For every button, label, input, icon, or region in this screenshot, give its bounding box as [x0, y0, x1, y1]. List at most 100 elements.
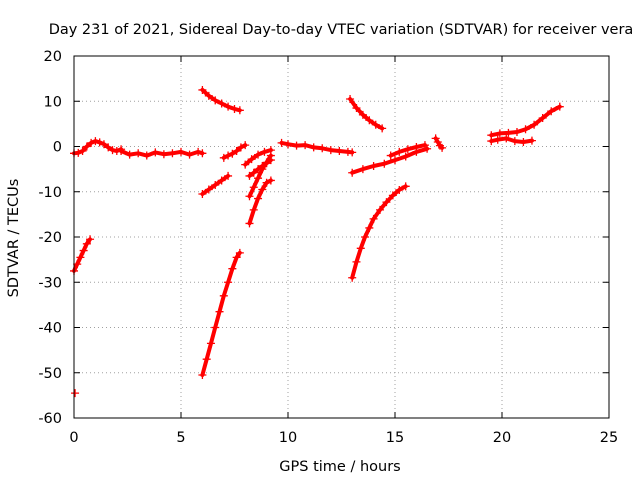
- grid: [74, 56, 609, 418]
- data-point: [352, 104, 361, 113]
- data-point: [318, 144, 327, 153]
- y-tick-label: 0: [53, 140, 62, 156]
- data-point: [348, 273, 357, 282]
- data-point: [277, 138, 286, 147]
- y-tick-label: -50: [38, 366, 62, 382]
- data-point: [356, 244, 365, 253]
- data-point: [519, 137, 528, 146]
- data-point: [521, 125, 530, 134]
- data-point: [74, 148, 83, 157]
- data-point: [95, 138, 104, 147]
- data-point: [262, 159, 271, 168]
- data-point: [358, 165, 367, 174]
- y-tick-label: 20: [44, 49, 62, 65]
- data-point: [194, 147, 203, 156]
- axis-ticks: 0 5 10 15 20 25 -60 -50 -40 -30 -20 -10 0 10 20: [38, 49, 618, 446]
- data-point: [228, 264, 237, 273]
- data-point: [168, 149, 177, 158]
- data-point: [555, 102, 564, 111]
- data-point: [108, 146, 117, 155]
- y-tick-label: -30: [38, 275, 62, 291]
- y-tick-label: -20: [38, 230, 62, 246]
- data-point: [177, 147, 185, 156]
- data-point: [71, 389, 80, 398]
- data-point: [198, 149, 207, 158]
- data-point: [510, 137, 519, 146]
- data-point: [258, 161, 267, 170]
- series-arcs-8h-c: [245, 156, 275, 180]
- series-arc-6h-short: [198, 171, 233, 199]
- series-arcs-8h-a: [245, 176, 275, 228]
- data-point: [369, 161, 378, 170]
- data-point: [371, 120, 380, 129]
- data-point: [159, 150, 168, 159]
- data-point: [412, 142, 421, 151]
- data-point: [211, 96, 220, 105]
- data-point: [249, 183, 258, 192]
- series-baseline-c: [277, 138, 357, 157]
- data-point: [185, 150, 194, 159]
- data-point: [547, 107, 556, 116]
- data-point: [241, 160, 250, 169]
- data-point: [401, 152, 410, 161]
- data-point: [352, 257, 361, 266]
- data-point: [228, 149, 237, 158]
- data-point: [230, 104, 239, 113]
- data-point: [202, 355, 211, 364]
- x-tick-label: 0: [69, 430, 78, 446]
- data-point: [301, 141, 310, 150]
- data-point: [493, 135, 502, 144]
- data-point: [249, 205, 258, 214]
- data-point: [151, 148, 160, 157]
- series-rise-20h: [487, 102, 564, 140]
- data-point: [142, 151, 151, 160]
- data-point: [76, 253, 85, 262]
- data-point: [215, 307, 224, 316]
- data-point: [401, 182, 410, 191]
- series-arc-6h-long: [198, 248, 244, 380]
- data-point: [247, 155, 256, 164]
- data-point: [198, 371, 207, 380]
- data-point: [292, 141, 301, 150]
- data-point: [245, 192, 254, 201]
- y-tick-label: -60: [38, 411, 62, 427]
- x-tick-label: 15: [386, 430, 404, 446]
- data-point: [512, 128, 521, 137]
- series-rise-15h: [386, 141, 429, 160]
- y-tick-label: 10: [44, 94, 62, 110]
- data-point: [348, 148, 357, 157]
- data-point: [217, 99, 226, 108]
- data-point: [117, 147, 126, 156]
- series-trace: [279, 140, 355, 155]
- data-point: [346, 94, 355, 103]
- data-point: [369, 214, 378, 223]
- data-point: [254, 174, 263, 183]
- y-tick-label: -40: [38, 321, 62, 337]
- data-point: [87, 138, 96, 147]
- data-point: [388, 191, 397, 200]
- data-point: [358, 110, 367, 119]
- x-tick-label: 5: [176, 430, 185, 446]
- data-point: [335, 147, 344, 156]
- data-point: [376, 205, 385, 214]
- data-point: [78, 147, 87, 156]
- data-point: [262, 178, 271, 187]
- data-point: [99, 140, 108, 149]
- data-point: [438, 143, 447, 152]
- data-point: [504, 128, 513, 137]
- series-descent-6h: [198, 85, 244, 115]
- data-point: [204, 185, 213, 194]
- data-point: [217, 176, 226, 185]
- data-point: [206, 339, 215, 348]
- series-arcs-8h-d: [241, 146, 275, 169]
- data-point: [395, 147, 404, 156]
- series-trace: [200, 250, 242, 377]
- data-point: [530, 120, 539, 129]
- data-point: [266, 176, 275, 185]
- data-point: [198, 190, 207, 199]
- data-point: [361, 233, 370, 241]
- data-point: [211, 180, 220, 189]
- data-point: [365, 223, 374, 232]
- data-point: [502, 134, 511, 143]
- data-point: [73, 260, 82, 269]
